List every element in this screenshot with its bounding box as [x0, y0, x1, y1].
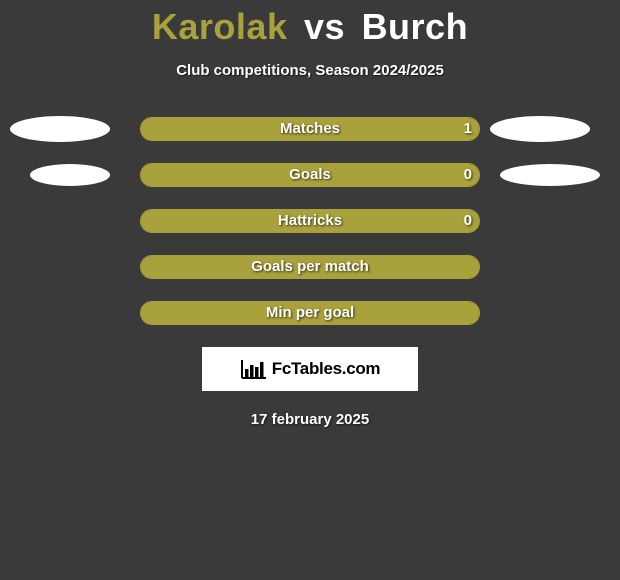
logo: FcTables.com: [240, 358, 381, 380]
logo-text: FcTables.com: [272, 359, 381, 379]
subtitle: Club competitions, Season 2024/2025: [0, 62, 620, 79]
stats-rows: Matches1 Goals0 Hattricks0 Goals per match M…: [0, 117, 620, 325]
stat-row: Min per goal: [0, 301, 620, 325]
stat-bar: [140, 209, 480, 233]
stat-row: Matches1: [0, 117, 620, 141]
stat-row: Goals per match: [0, 255, 620, 279]
left-ellipse: [30, 164, 110, 186]
stat-bar-fill: [141, 164, 479, 186]
left-ellipse: [10, 116, 110, 142]
barchart-icon: [240, 358, 268, 380]
title: Karolak vs Burch: [0, 6, 620, 48]
stat-row: Hattricks0: [0, 209, 620, 233]
footer-date: 17 february 2025: [0, 411, 620, 428]
stat-bar: [140, 163, 480, 187]
player1-name: Karolak: [152, 6, 288, 47]
stat-bar-fill: [141, 302, 479, 324]
vs-text: vs: [304, 6, 345, 47]
right-ellipse: [490, 116, 590, 142]
stat-bar-fill: [141, 118, 479, 140]
player2-name: Burch: [362, 6, 469, 47]
stat-bar: [140, 255, 480, 279]
stat-bar-fill: [141, 256, 479, 278]
stat-row: Goals0: [0, 163, 620, 187]
stat-bar: [140, 301, 480, 325]
stat-bar: [140, 117, 480, 141]
right-ellipse: [500, 164, 600, 186]
header: Karolak vs Burch Club competitions, Seas…: [0, 0, 620, 79]
stat-bar-fill: [141, 210, 479, 232]
logo-box: FcTables.com: [202, 347, 418, 391]
